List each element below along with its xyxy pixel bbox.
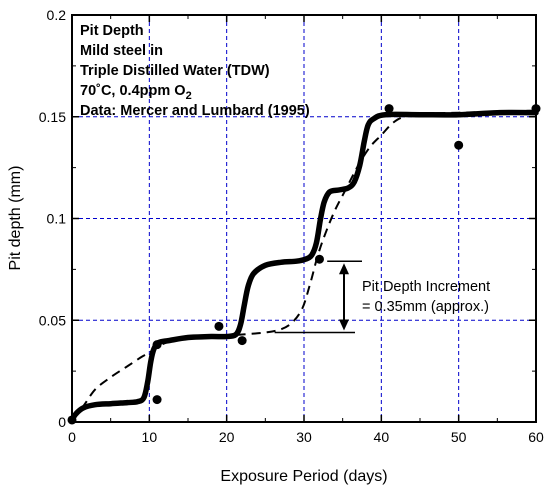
x-tick-label: 60 — [528, 429, 544, 445]
data-points — [67, 104, 541, 425]
fitted-curve-solid — [69, 109, 539, 423]
annotation-line-5: Data: Mercer and Lumbard (1995) — [80, 103, 310, 119]
y-tick-label: 0 — [58, 414, 66, 430]
bracket-arrow-head-up — [339, 263, 349, 275]
data-point — [214, 321, 224, 331]
annotation-line-4-main: 70˚C, 0.4ppm O — [80, 83, 186, 99]
y-tick-label: 0.05 — [39, 312, 66, 328]
annotation-line-2: Mild steel in — [80, 43, 163, 59]
fitted-curves — [69, 109, 539, 423]
x-tick-label: 30 — [296, 429, 312, 445]
data-point — [152, 340, 162, 350]
x-axis-title: Exposure Period (days) — [220, 468, 387, 485]
x-tick-label: 50 — [451, 429, 467, 445]
x-tick-labels: 0 10 20 30 40 50 60 — [68, 429, 544, 445]
data-point — [454, 140, 464, 150]
annotation-line-1: Pit Depth — [80, 23, 144, 39]
fitted-curve-dashed — [71, 109, 537, 421]
increment-label-line-1: Pit Depth Increment — [362, 279, 490, 295]
x-tick-label: 20 — [219, 429, 235, 445]
y-axis-title: Pit depth (mm) — [7, 166, 24, 271]
data-point — [314, 254, 324, 264]
y-tick-label: 0.2 — [47, 7, 67, 23]
annotation-line-4: 70˚C, 0.4ppm O2 — [80, 83, 192, 102]
data-point — [384, 104, 394, 114]
data-point — [152, 395, 162, 405]
annotation-line-4-subscript: 2 — [186, 90, 192, 102]
x-tick-label: 40 — [374, 429, 390, 445]
annotation-block: Pit Depth Mild steel in Triple Distilled… — [80, 23, 310, 119]
data-point — [237, 336, 247, 346]
increment-label-line-2: = 0.35mm (approx.) — [362, 299, 489, 315]
y-tick-label: 0.1 — [47, 211, 67, 227]
x-tick-label: 10 — [142, 429, 158, 445]
y-tick-labels: 0 0.05 0.1 0.15 0.2 — [39, 7, 66, 430]
annotation-line-3: Triple Distilled Water (TDW) — [80, 63, 270, 79]
x-tick-label: 0 — [68, 429, 76, 445]
y-tick-label: 0.15 — [39, 109, 66, 125]
increment-bracket — [274, 260, 362, 334]
axis-ticks — [71, 14, 537, 423]
bracket-arrow-head-down — [339, 319, 349, 331]
